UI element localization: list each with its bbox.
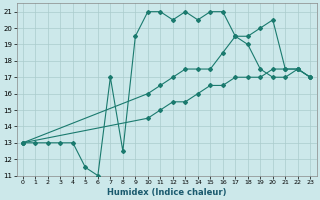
X-axis label: Humidex (Indice chaleur): Humidex (Indice chaleur): [107, 188, 226, 197]
